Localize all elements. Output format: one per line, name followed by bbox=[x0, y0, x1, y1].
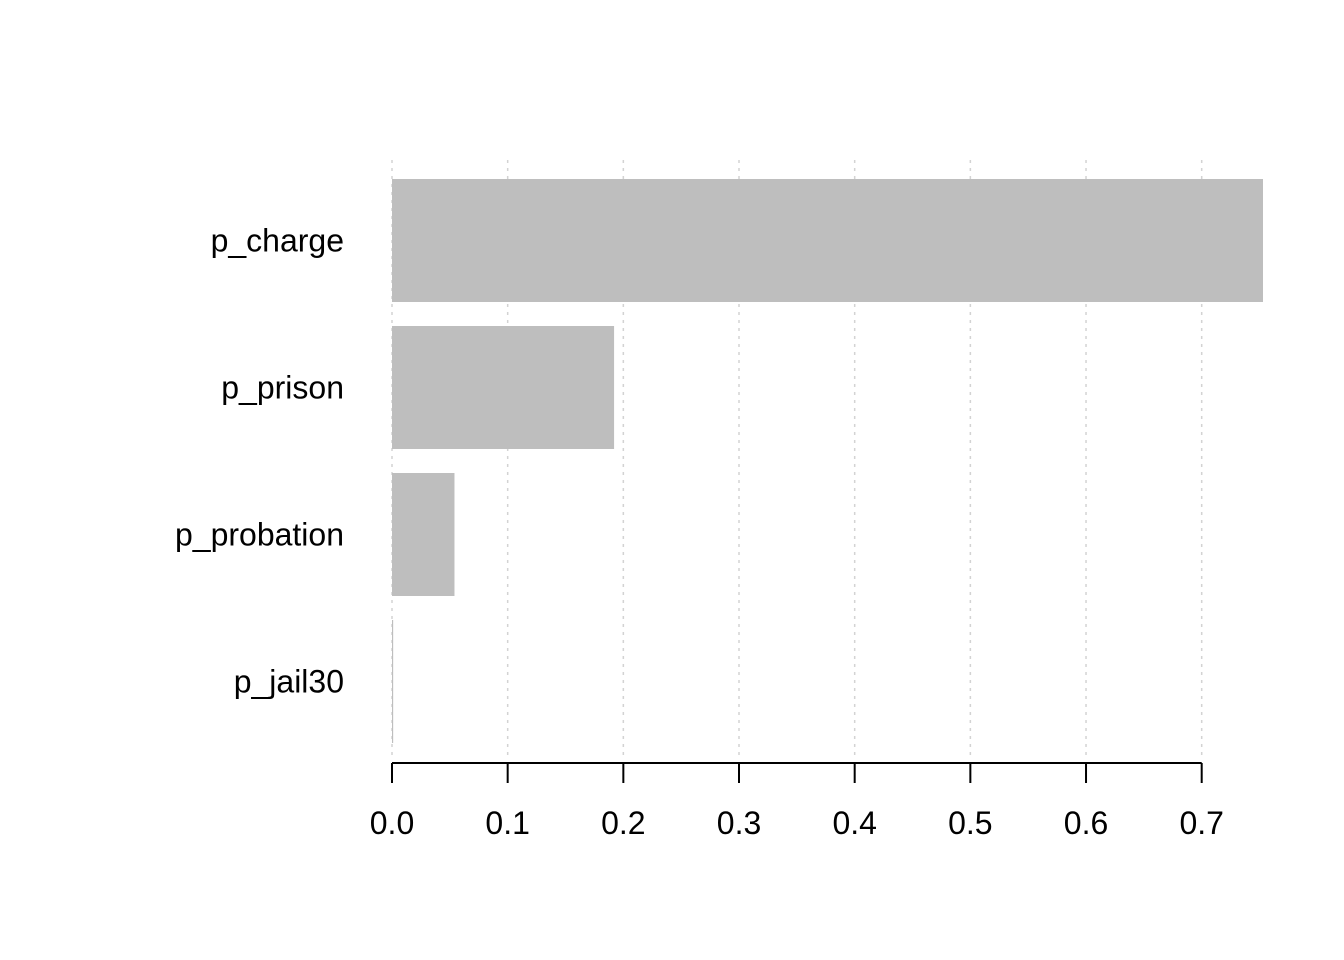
x-tick-label-0.7: 0.7 bbox=[1179, 805, 1223, 841]
x-tick-label-0.0: 0.0 bbox=[370, 805, 414, 841]
x-tick-label-0.4: 0.4 bbox=[832, 805, 876, 841]
bar-p_charge bbox=[392, 179, 1263, 302]
bar-p_probation bbox=[392, 473, 455, 596]
bars bbox=[392, 179, 1263, 743]
bar-p_jail30 bbox=[392, 620, 394, 743]
x-tick-label-0.5: 0.5 bbox=[948, 805, 992, 841]
bar-p_prison bbox=[392, 326, 615, 449]
category-label-p_jail30: p_jail30 bbox=[234, 664, 344, 700]
category-labels: p_charge p_prison p_probation p_jail30 bbox=[175, 223, 344, 700]
x-axis: 0.0 0.1 0.2 0.3 0.4 0.5 0.6 0.7 bbox=[370, 762, 1224, 841]
category-label-p_prison: p_prison bbox=[221, 370, 344, 406]
x-tick-label-0.3: 0.3 bbox=[717, 805, 761, 841]
category-label-p_probation: p_probation bbox=[175, 517, 344, 553]
x-tick-label-0.6: 0.6 bbox=[1064, 805, 1108, 841]
x-tick-label-0.2: 0.2 bbox=[601, 805, 645, 841]
x-tick-label-0.1: 0.1 bbox=[485, 805, 529, 841]
category-label-p_charge: p_charge bbox=[211, 223, 344, 259]
